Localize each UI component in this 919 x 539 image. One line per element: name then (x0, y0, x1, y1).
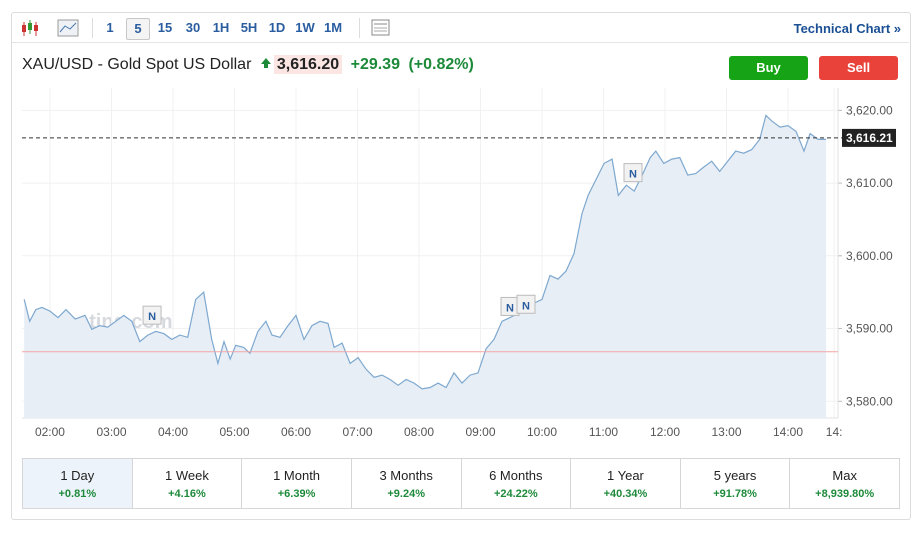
area (24, 115, 827, 419)
interval-button[interactable]: 15 (157, 20, 173, 35)
y-tick-label: 3,580.00 (846, 394, 893, 408)
up-arrow (260, 58, 271, 68)
interval-button[interactable]: 30 (185, 20, 201, 35)
toolbar: 1 5 15 30 1H 5H 1D 1W 1M Technical Chart… (12, 14, 909, 43)
news-marker: N (500, 296, 520, 316)
period-change: +91.78% (713, 488, 757, 500)
y-tick-label: 3,590.00 (846, 322, 893, 336)
period-change: +4.16% (168, 488, 206, 500)
price-change-percent: (+0.82%) (408, 56, 474, 73)
period-label: 3 Months (379, 468, 433, 483)
period-tab[interactable]: 3 Months +9.24% (352, 459, 462, 508)
period-tab[interactable]: Max +8,939.80% (790, 459, 899, 508)
x-tick-label: 11:00 (589, 425, 618, 439)
sell-button[interactable]: Sell (819, 56, 898, 80)
x-tick-label: 03:00 (96, 425, 126, 439)
line (23, 114, 827, 390)
price-label: 3,616.21 (846, 131, 893, 145)
news-marker-label: N (522, 300, 530, 312)
period-label: 1 Day (60, 468, 95, 483)
period-change: +24.22% (493, 488, 538, 500)
news-marker-box (516, 294, 536, 314)
x-tick-label: 04:00 (158, 425, 188, 439)
period-change: +9.24% (387, 488, 425, 500)
widget-frame (11, 12, 911, 520)
y-tick-label: 3,610.00 (846, 176, 893, 190)
y-tick-label: 3,620.00 (846, 103, 893, 117)
price-label-box (842, 128, 896, 147)
period-change: +40.34% (603, 488, 648, 500)
x-tick-label: 10:00 (527, 425, 557, 439)
instrument-name: XAU/USD - Gold Spot US Dollar (22, 56, 252, 73)
x-tick-label: 09:00 (465, 425, 495, 439)
price-change: +29.39 (350, 56, 400, 73)
news-marker-box (623, 163, 643, 183)
interval-button[interactable]: 1W (295, 20, 315, 35)
news-marker-label: N (506, 302, 514, 314)
news-marker: N (142, 305, 162, 325)
x-tick-label: 13:00 (711, 425, 741, 439)
x-tick-label: 12:00 (650, 425, 680, 439)
period-change: +0.81% (58, 488, 97, 500)
news-marker: N (516, 294, 536, 314)
x-tick-label: 06:00 (281, 425, 311, 439)
interval-button[interactable]: 1H (212, 20, 230, 35)
news-marker-label: N (629, 169, 637, 181)
period-tab[interactable]: 1 Month +6.39% (242, 459, 352, 508)
news-marker-box (142, 305, 162, 325)
interval-button[interactable]: 1D (268, 20, 286, 35)
technical-chart-link[interactable]: Technical Chart » (793, 21, 901, 36)
period-label: 1 Week (165, 468, 209, 483)
period-label: 1 Month (273, 468, 321, 483)
x-tick-label: 07:00 (342, 425, 372, 439)
chart-type-icons[interactable] (20, 14, 80, 42)
period-tab[interactable]: 1 Day +0.81% (23, 459, 133, 508)
period-label: 6 Months (489, 468, 543, 483)
news-marker-label: N (148, 311, 156, 323)
interval-button[interactable]: 1 (106, 20, 114, 35)
x-tick-label: 05:00 (219, 425, 249, 439)
buy-button[interactable]: Buy (729, 56, 808, 80)
x-tick-label: 08:00 (404, 425, 434, 439)
last-price: 3,616.20 (273, 55, 343, 74)
period-label: 5 years (713, 468, 757, 483)
period-tab[interactable]: 6 Months +24.22% (462, 459, 572, 508)
interval-button[interactable]: 5 (126, 18, 150, 40)
x-tick-label: 14:00 (773, 425, 803, 439)
layout-icon[interactable] (370, 17, 392, 39)
y-tick-label: 3,600.00 (846, 249, 893, 263)
x-tick-label: 02:00 (35, 425, 65, 439)
period-label: Max (832, 468, 857, 483)
period-tab[interactable]: 1 Week +4.16% (133, 459, 243, 508)
period-tab[interactable]: 1 Year +40.34% (571, 459, 681, 508)
period-label: 1 Year (607, 468, 644, 483)
quote-header: XAU/USD - Gold Spot US Dollar 3,616.20 +… (22, 55, 474, 74)
interval-button[interactable]: 1M (323, 20, 343, 35)
period-change: +6.39% (277, 488, 316, 500)
interval-button[interactable]: 5H (240, 20, 258, 35)
news-marker: N (623, 163, 643, 183)
period-tab[interactable]: 5 years +91.78% (681, 459, 791, 508)
x-tick-label: 14: (826, 425, 843, 439)
period-change: +8,939.80% (815, 488, 875, 500)
period-tabs: 1 Day +0.81% 1 Week +4.16% 1 Month +6.39% 3 Mo… (22, 458, 900, 509)
